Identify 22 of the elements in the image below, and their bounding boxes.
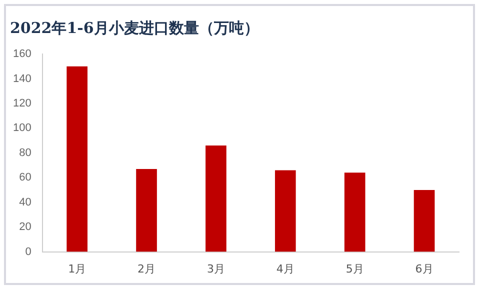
bar	[66, 66, 88, 252]
chart-title: 2022年1-6月小麦进口数量（万吨）	[10, 18, 259, 37]
y-tick-label: 40	[19, 196, 32, 208]
bar	[274, 170, 296, 252]
x-tick-label: 2月	[138, 262, 156, 276]
x-tick-label: 3月	[206, 262, 225, 276]
y-tick-label: 140	[12, 72, 32, 85]
x-tick-label: 5月	[346, 262, 364, 276]
y-tick-label: 60	[19, 172, 32, 184]
y-tick-label: 100	[12, 122, 32, 134]
x-tick-label: 6月	[415, 262, 434, 276]
y-tick-label: 80	[19, 146, 32, 159]
x-tick-label: 4月	[276, 262, 294, 276]
y-tick-label: 20	[19, 221, 32, 234]
y-tick-label: 120	[12, 97, 32, 110]
bar	[344, 172, 366, 252]
bar	[414, 190, 435, 252]
bar	[136, 168, 157, 252]
y-tick-label: 0	[25, 246, 32, 258]
bar	[206, 145, 226, 252]
y-tick-label: 160	[12, 48, 32, 60]
x-tick-label: 1月	[68, 262, 86, 276]
